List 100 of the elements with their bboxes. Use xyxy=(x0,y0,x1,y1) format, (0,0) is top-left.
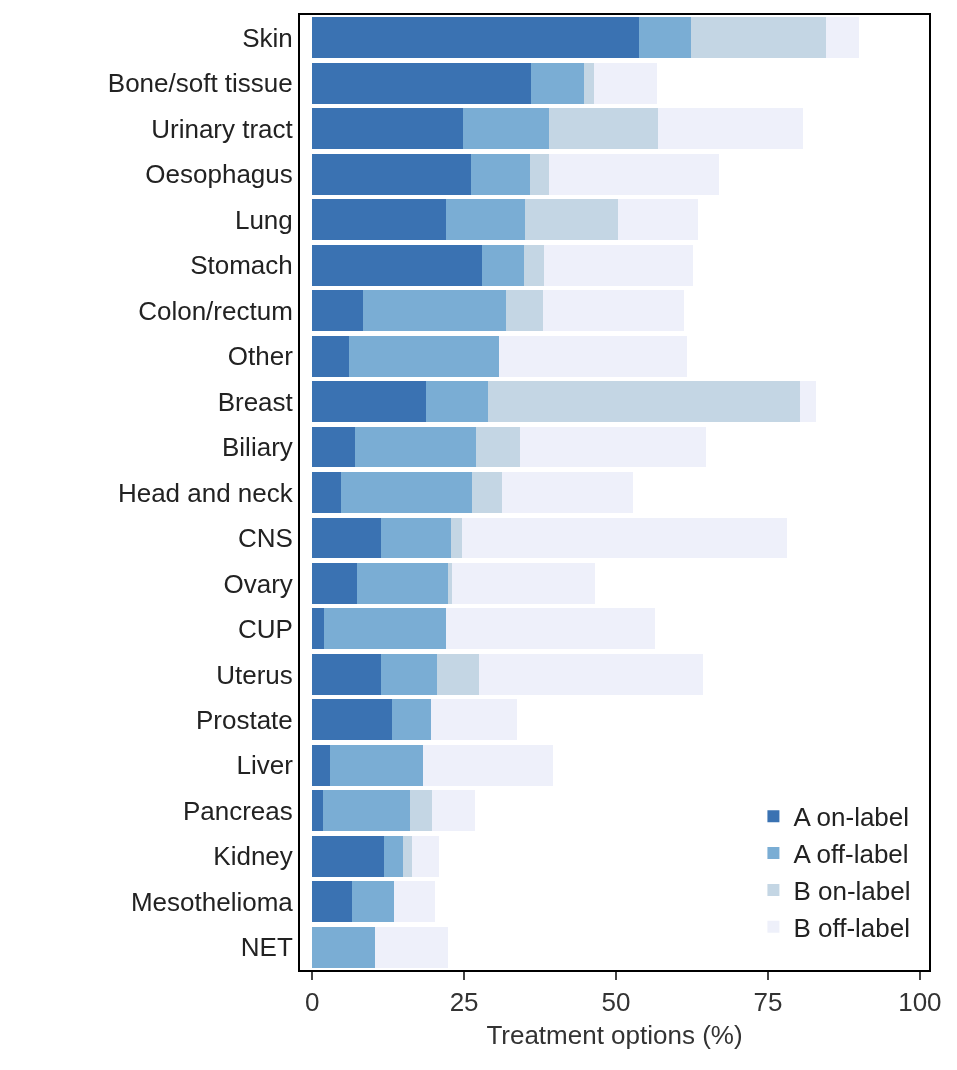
bar xyxy=(349,335,499,377)
bar xyxy=(593,62,657,104)
bar xyxy=(476,426,520,468)
bar xyxy=(324,608,447,650)
bar xyxy=(312,62,531,104)
bar xyxy=(403,835,412,877)
bar xyxy=(312,881,353,923)
bar xyxy=(451,562,596,604)
bar xyxy=(657,108,803,150)
bar xyxy=(446,199,526,241)
bar xyxy=(312,517,381,559)
bar xyxy=(638,17,691,59)
bar xyxy=(690,17,827,59)
x-tick-label: 100 xyxy=(898,987,942,1018)
x-axis-title: Treatment options (%) xyxy=(486,1020,743,1051)
bar xyxy=(374,926,448,968)
y-tick-label: Colon/rectum xyxy=(138,295,293,326)
y-tick-label: Other xyxy=(227,341,294,372)
bar xyxy=(584,62,594,104)
bar xyxy=(530,62,585,104)
bar xyxy=(529,153,549,195)
bar xyxy=(357,562,449,604)
y-tick-label: Urinary tract xyxy=(151,113,294,144)
bar xyxy=(340,472,472,513)
bar xyxy=(312,472,341,513)
legend-label: B off-label xyxy=(793,912,911,943)
bar xyxy=(425,381,488,423)
y-tick-label: Lung xyxy=(234,204,293,235)
bar xyxy=(312,381,426,423)
bar xyxy=(411,835,440,877)
y-tick-label: Prostate xyxy=(195,704,293,735)
bar xyxy=(481,244,524,286)
bar xyxy=(799,381,816,423)
bar xyxy=(543,244,693,286)
y-tick-label: Head and neck xyxy=(117,477,294,508)
x-tick-label: 75 xyxy=(753,987,783,1018)
bar xyxy=(826,17,859,59)
bar xyxy=(312,790,324,832)
y-tick-label: CNS xyxy=(237,523,293,554)
y-tick-label: Mesothelioma xyxy=(130,886,294,917)
bar xyxy=(380,517,451,559)
bar xyxy=(312,926,375,968)
bar xyxy=(462,108,550,150)
bar xyxy=(498,335,687,377)
bar xyxy=(329,744,423,786)
x-tick-label: 0 xyxy=(304,987,320,1018)
bar xyxy=(543,290,685,332)
bar xyxy=(312,699,393,741)
x-tick-label: 25 xyxy=(449,987,479,1018)
y-tick-label: CUP xyxy=(237,614,293,645)
bar xyxy=(471,153,530,195)
y-tick-label: Uterus xyxy=(216,659,293,690)
y-tick-label: Oesophagus xyxy=(145,159,293,190)
bar xyxy=(549,108,658,150)
bar xyxy=(450,517,462,559)
bar xyxy=(548,153,719,195)
bar xyxy=(436,653,479,695)
bar xyxy=(392,699,431,741)
legend-label: B on-label xyxy=(793,876,911,907)
bar xyxy=(312,653,382,695)
bar xyxy=(448,562,452,604)
bar xyxy=(352,881,394,923)
bar xyxy=(362,290,507,332)
y-tick-label: Biliary xyxy=(222,432,293,463)
bar xyxy=(312,244,482,286)
legend-label: A off-label xyxy=(793,839,909,870)
y-tick-label: Ovary xyxy=(223,568,293,599)
y-tick-label: Breast xyxy=(217,386,294,417)
bar xyxy=(446,608,655,650)
bar xyxy=(471,472,503,513)
y-tick-label: NET xyxy=(240,932,293,963)
y-tick-label: Liver xyxy=(236,750,294,781)
y-tick-label: Skin xyxy=(242,22,293,53)
bar xyxy=(384,835,404,877)
bar xyxy=(520,426,706,468)
bar xyxy=(312,290,363,332)
bar xyxy=(381,653,437,695)
bar xyxy=(502,472,634,513)
y-tick-label: Stomach xyxy=(190,250,293,281)
bar xyxy=(323,790,410,832)
bar xyxy=(312,426,356,468)
bar xyxy=(461,517,788,559)
bar xyxy=(312,562,358,604)
bar xyxy=(430,699,517,741)
bar xyxy=(393,881,435,923)
bar xyxy=(312,608,325,650)
bar xyxy=(312,335,350,377)
bar xyxy=(312,153,472,195)
bar xyxy=(312,199,447,241)
bar xyxy=(422,744,553,786)
bar xyxy=(506,290,544,332)
bar xyxy=(617,199,699,241)
bar xyxy=(312,108,463,150)
bar xyxy=(487,381,800,423)
y-tick-label: Kidney xyxy=(213,841,293,872)
bar xyxy=(312,17,639,59)
bar xyxy=(312,744,330,786)
x-tick-label: 50 xyxy=(601,987,631,1018)
y-tick-label: Pancreas xyxy=(182,795,293,826)
legend-label: A on-label xyxy=(793,802,910,833)
